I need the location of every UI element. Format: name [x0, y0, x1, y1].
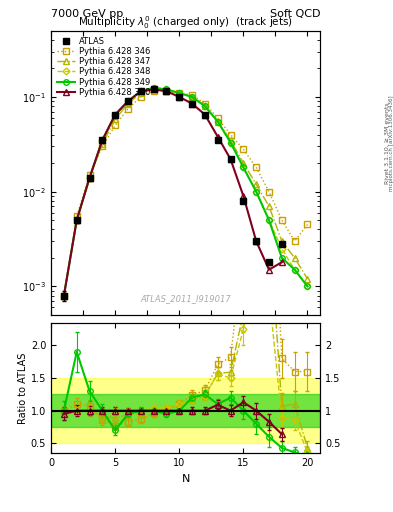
Legend: ATLAS, Pythia 6.428 346, Pythia 6.428 347, Pythia 6.428 348, Pythia 6.428 349, P: ATLAS, Pythia 6.428 346, Pythia 6.428 34…: [55, 35, 152, 98]
Text: Soft QCD: Soft QCD: [270, 9, 320, 19]
Bar: [51, 394, 320, 427]
Text: Rivet 3.1.10, ≥ 3M events: Rivet 3.1.10, ≥ 3M events: [385, 102, 389, 184]
Bar: [51, 378, 320, 443]
Y-axis label: Ratio to ATLAS: Ratio to ATLAS: [18, 352, 28, 423]
Text: 7000 GeV pp: 7000 GeV pp: [51, 9, 123, 19]
X-axis label: N: N: [182, 474, 190, 483]
Text: mcplots.cern.ch [arXiv:1306.3436]: mcplots.cern.ch [arXiv:1306.3436]: [389, 96, 393, 191]
Title: Multiplicity $\lambda_0^0$ (charged only)  (track jets): Multiplicity $\lambda_0^0$ (charged only…: [78, 14, 293, 31]
Text: ATLAS_2011_I919017: ATLAS_2011_I919017: [140, 294, 231, 304]
